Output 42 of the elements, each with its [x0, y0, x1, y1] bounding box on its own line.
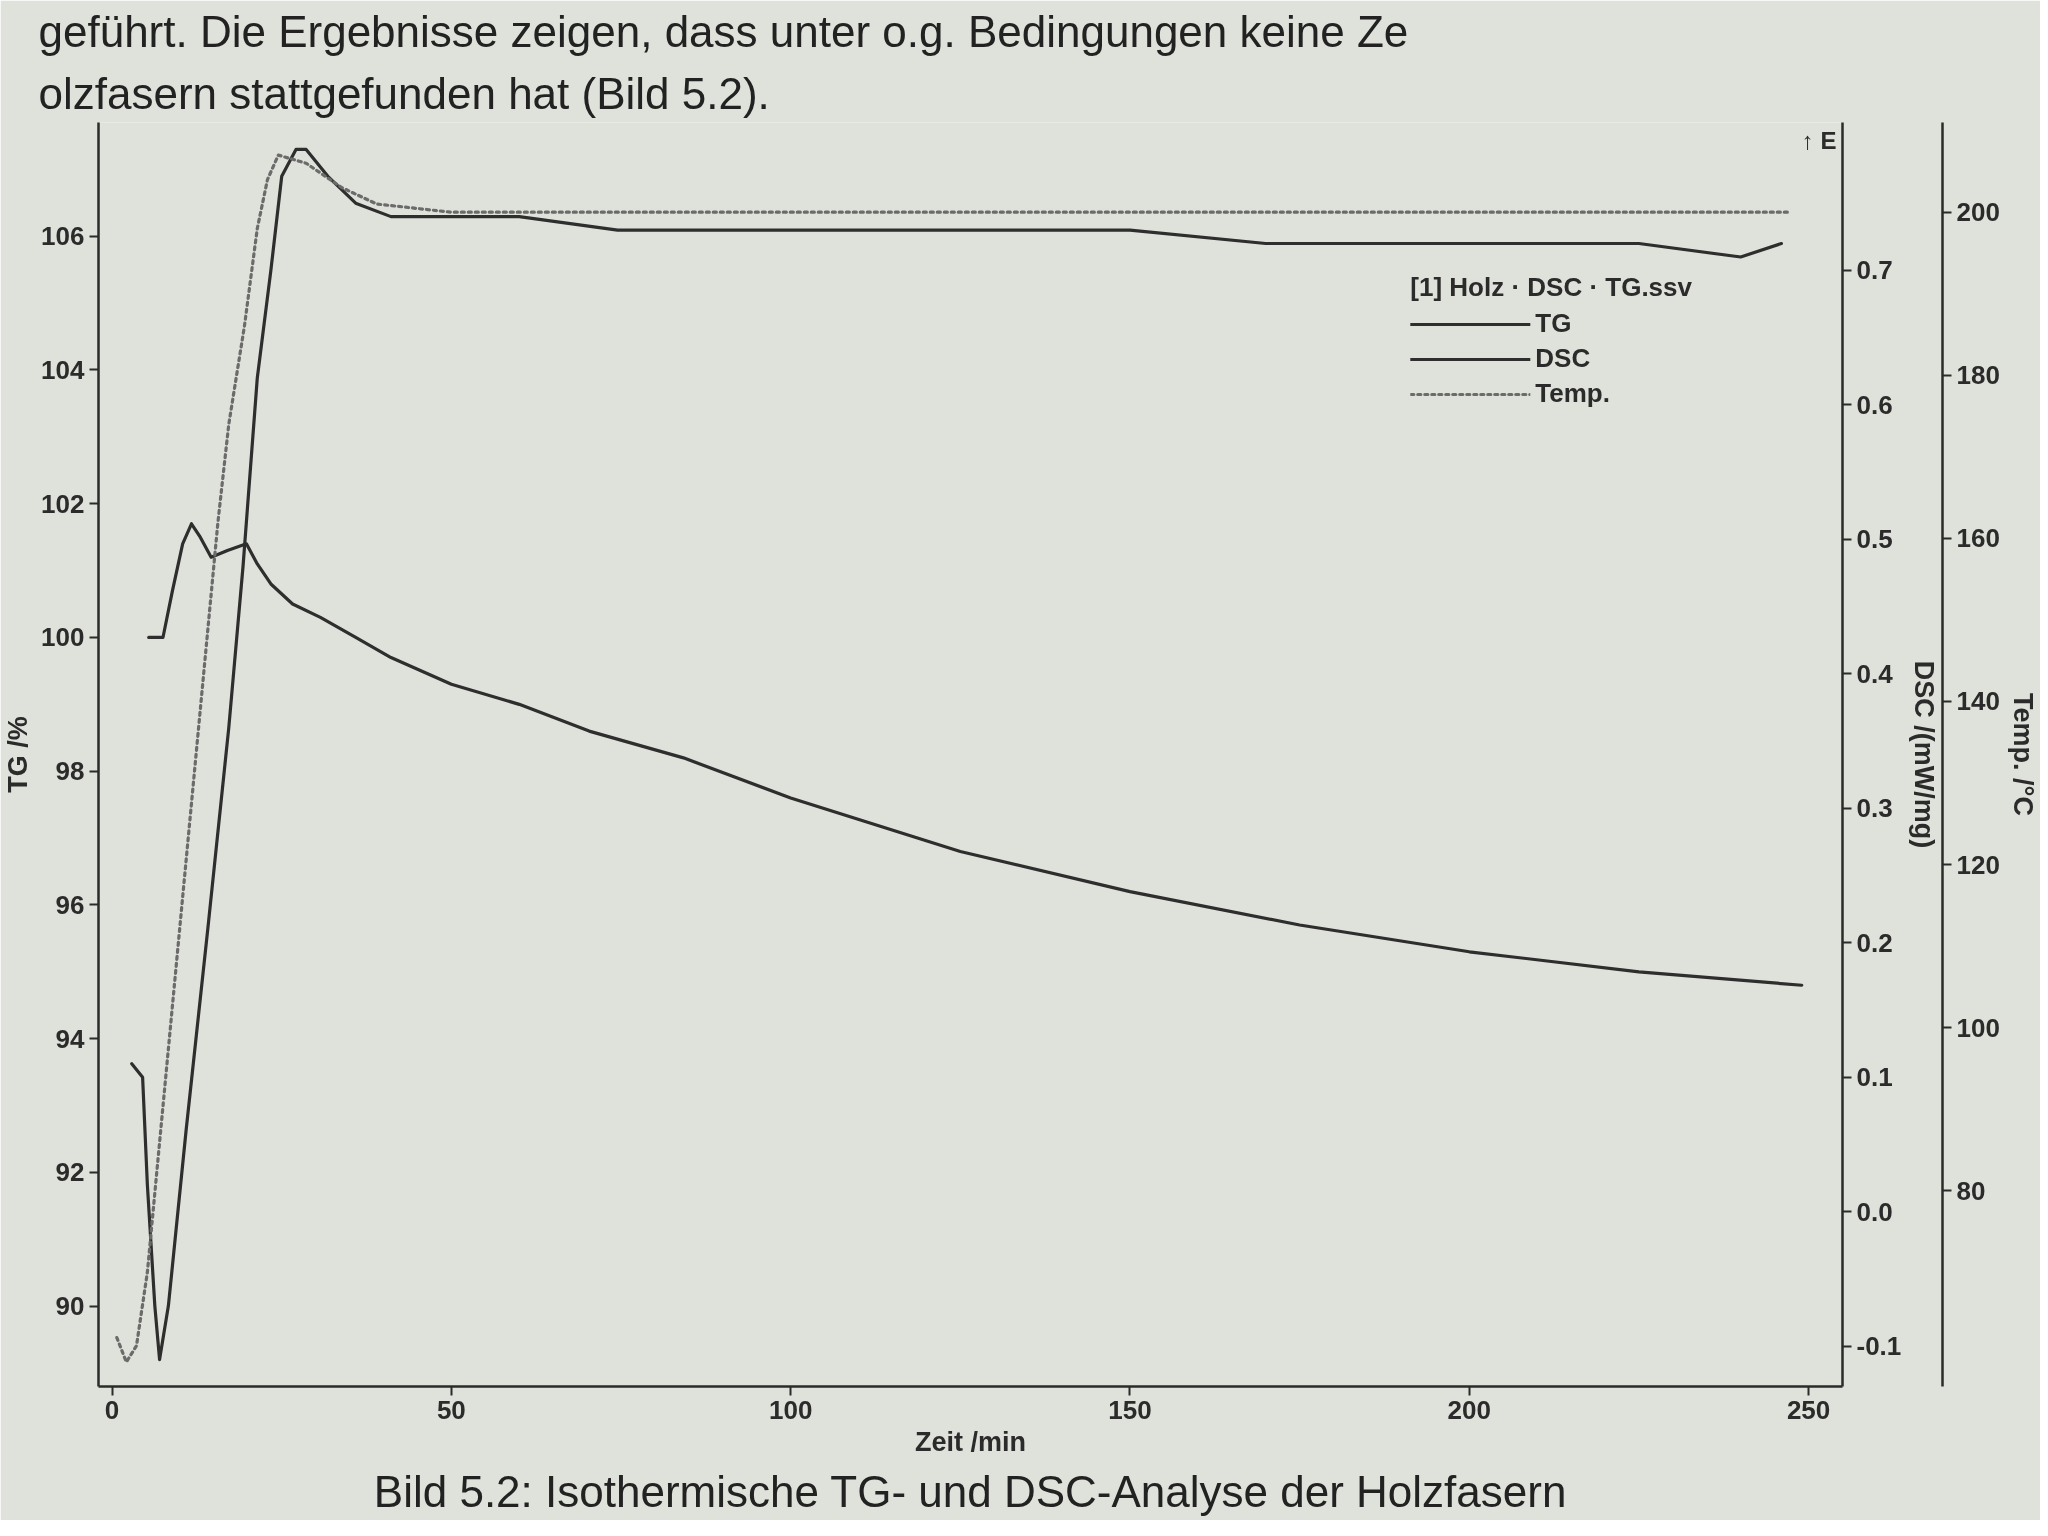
y-tick-label: 96: [55, 889, 85, 920]
x-axis-title: Zeit /min: [915, 1426, 1027, 1457]
y-tick-label: 102: [41, 488, 85, 519]
y2-tick-label: 0.1: [1856, 1062, 1893, 1093]
legend-title: [1] Holz · DSC · TG.ssv: [1410, 272, 1692, 303]
chart-subtitle: geführt. Die Ergebnisse zeigen, dass unter o.g. Bedingungen keine Ze olzfasern stattgefunden hat (Bild 5.2).: [38, 7, 1409, 118]
x-tick-label: 50: [436, 1394, 466, 1425]
y-tick-label: 98: [55, 756, 85, 787]
legend-label: TG: [1535, 308, 1572, 339]
y3-tick-label: 120: [1956, 849, 2000, 880]
y2-tick-label: 0.4: [1856, 658, 1894, 689]
legend-label: Temp.: [1535, 378, 1610, 409]
y2-tick-label: -0.1: [1856, 1331, 1902, 1362]
x-tick-label: 200: [1447, 1394, 1491, 1425]
y2-tick-label: 0.7: [1856, 255, 1893, 286]
y-tick-label: 94: [55, 1023, 86, 1054]
y3-tick-label: 100: [1956, 1012, 2000, 1043]
y-axis-title: TG /%: [3, 716, 34, 793]
y3-tick-label: 200: [1956, 197, 2000, 228]
x-tick-label: 150: [1108, 1394, 1152, 1425]
y2-tick-label: 0.5: [1856, 524, 1893, 555]
y-tick-label: 106: [41, 221, 85, 252]
y2-tick-label: 0.6: [1856, 389, 1893, 420]
y2-tick-label: 0.3: [1856, 793, 1893, 824]
text: Bild 5.2: Isothermische TG- und DSC-Analyse der Holzfasern: [373, 1466, 1567, 1516]
y2-tick-label: 0.2: [1856, 927, 1893, 958]
y3-tick-label: 160: [1956, 523, 2000, 554]
y-tick-label: 100: [41, 622, 85, 653]
y3-tick-label: 140: [1956, 686, 2000, 717]
y2-tick-label: 0.0: [1856, 1196, 1893, 1227]
y3-axis-title: Temp. /°C: [2007, 693, 2038, 816]
annotation: ↑ E: [1801, 126, 1837, 154]
y2-axis-title: DSC /(mW/mg): [1909, 660, 1940, 849]
legend-label: DSC: [1535, 343, 1591, 374]
y3-tick-label: 180: [1956, 360, 2000, 391]
x-tick-label: 100: [768, 1394, 813, 1425]
y-tick-label: 104: [41, 354, 86, 385]
y-tick-label: 90: [55, 1291, 85, 1322]
y3-tick-label: 80: [1956, 1175, 1986, 1206]
y-tick-label: 92: [55, 1157, 85, 1188]
x-tick-label: 250: [1786, 1394, 1831, 1425]
x-tick-label: 0: [104, 1394, 120, 1425]
